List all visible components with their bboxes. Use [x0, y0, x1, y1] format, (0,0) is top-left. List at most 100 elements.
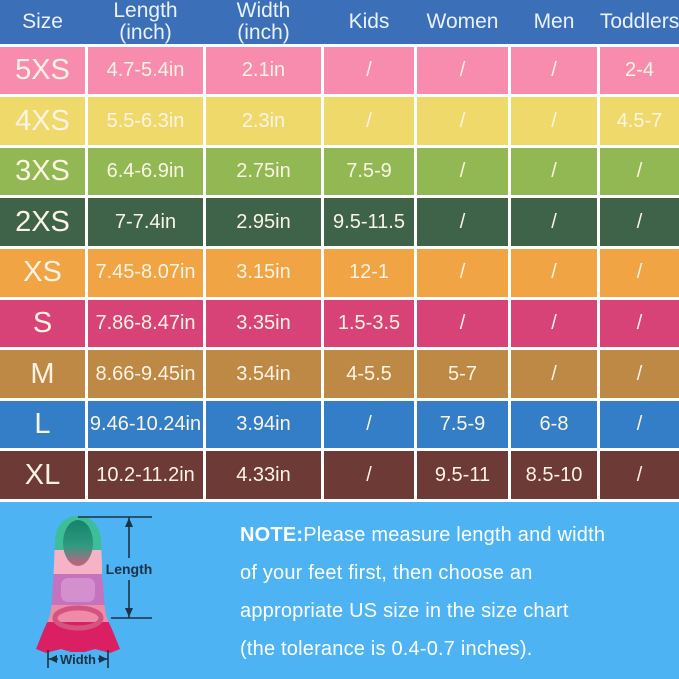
table-cell-men: /: [511, 299, 597, 348]
header-cell-men: Men: [511, 11, 597, 33]
table-cell-men: 8.5-10: [511, 451, 597, 499]
table-row: 5XS 4.7-5.4in 2.1in / / / 2-4: [0, 46, 679, 95]
header-cell-size: Size: [0, 11, 85, 33]
table-row: L 9.46-10.24in 3.94in / 7.5-9 6-8 /: [0, 400, 679, 449]
table-row: XL 10.2-11.2in 4.33in / 9.5-11 8.5-10 /: [0, 451, 679, 499]
table-cell-women: 7.5-9: [417, 400, 508, 449]
note-line: of your feet first, then choose an: [240, 562, 533, 584]
table-cell-women: /: [417, 147, 508, 196]
table-cell-length: 7.86-8.47in: [88, 299, 203, 348]
table-cell-women: 5-7: [417, 350, 508, 398]
table-cell-size: L: [0, 400, 85, 449]
table-cell-men: /: [511, 249, 597, 297]
table-row: 3XS 6.4-6.9in 2.75in 7.5-9 / / /: [0, 147, 679, 196]
size-table-body: 5XS 4.7-5.4in 2.1in / / / 2-4 4XS 5.5-6.…: [0, 43, 679, 502]
table-cell-length: 7-7.4in: [88, 198, 203, 247]
table-cell-men: 6-8: [511, 400, 597, 449]
table-cell-kids: /: [324, 400, 414, 449]
header-label: Men: [533, 9, 575, 33]
table-cell-size: M: [0, 350, 85, 398]
table-cell-toddlers: /: [600, 249, 679, 297]
table-cell-width: 2.75in: [206, 147, 321, 196]
header-cell-toddlers: Toddlers: [600, 11, 679, 33]
table-cell-toddlers: 2-4: [600, 46, 679, 95]
table-cell-size: S: [0, 299, 85, 348]
header-cell-width: Width (inch): [206, 0, 321, 44]
table-cell-women: /: [417, 46, 508, 95]
table-cell-toddlers: 4.5-7: [600, 97, 679, 145]
table-row: 2XS 7-7.4in 2.95in 9.5-11.5 / / /: [0, 198, 679, 247]
table-cell-width: 2.3in: [206, 97, 321, 145]
note-text: NOTE:Please measure length and width of …: [240, 516, 605, 668]
table-cell-women: /: [417, 249, 508, 297]
table-cell-men: /: [511, 46, 597, 95]
table-cell-size: 3XS: [0, 147, 85, 196]
table-cell-width: 3.94in: [206, 400, 321, 449]
table-cell-women: /: [417, 299, 508, 348]
footer: Length Width NOTE:Please measure length …: [0, 502, 679, 679]
table-cell-width: 2.1in: [206, 46, 321, 95]
header-label: Size: [22, 9, 63, 33]
table-cell-men: /: [511, 147, 597, 196]
table-cell-length: 7.45-8.07in: [88, 249, 203, 297]
swim-fin-illustration: Length Width: [16, 506, 206, 679]
swim-fin-icon: Length Width: [36, 516, 156, 668]
header-sublabel: (inch): [119, 20, 172, 44]
table-cell-length: 9.46-10.24in: [88, 400, 203, 449]
table-cell-women: /: [417, 97, 508, 145]
header-sublabel: (inch): [237, 20, 290, 44]
table-header: Size Length (inch) Width (inch) Kids Wom…: [0, 0, 679, 44]
table-cell-kids: /: [324, 451, 414, 499]
header-cell-women: Women: [417, 11, 508, 33]
table-cell-size: 2XS: [0, 198, 85, 247]
table-cell-kids: 12-1: [324, 249, 414, 297]
header-cell-kids: Kids: [324, 11, 414, 33]
header-cell-length: Length (inch): [88, 0, 203, 44]
header-label: Women: [426, 9, 499, 33]
table-cell-size: 4XS: [0, 97, 85, 145]
table-cell-width: 3.15in: [206, 249, 321, 297]
table-cell-kids: 7.5-9: [324, 147, 414, 196]
table-cell-length: 5.5-6.3in: [88, 97, 203, 145]
table-cell-men: /: [511, 97, 597, 145]
note-line: (the tolerance is 0.4-0.7 inches).: [240, 638, 533, 660]
table-cell-length: 10.2-11.2in: [88, 451, 203, 499]
table-cell-width: 3.54in: [206, 350, 321, 398]
table-cell-kids: 4-5.5: [324, 350, 414, 398]
table-cell-width: 3.35in: [206, 299, 321, 348]
table-cell-width: 2.95in: [206, 198, 321, 247]
table-cell-length: 4.7-5.4in: [88, 46, 203, 95]
table-cell-toddlers: /: [600, 198, 679, 247]
note-line: NOTE:Please measure length and width: [240, 524, 606, 546]
table-cell-toddlers: /: [600, 350, 679, 398]
width-dimension-label: Width: [60, 652, 96, 667]
table-cell-toddlers: /: [600, 147, 679, 196]
table-cell-size: XL: [0, 451, 85, 499]
table-row: M 8.66-9.45in 3.54in 4-5.5 5-7 / /: [0, 350, 679, 398]
table-cell-size: XS: [0, 249, 85, 297]
note-line: appropriate US size in the size chart: [240, 600, 569, 622]
table-row: XS 7.45-8.07in 3.15in 12-1 / / /: [0, 249, 679, 297]
table-row: 4XS 5.5-6.3in 2.3in / / / 4.5-7: [0, 97, 679, 145]
table-cell-toddlers: /: [600, 400, 679, 449]
note-label: NOTE:: [240, 524, 304, 546]
table-cell-length: 6.4-6.9in: [88, 147, 203, 196]
table-cell-kids: 1.5-3.5: [324, 299, 414, 348]
table-cell-women: 9.5-11: [417, 451, 508, 499]
table-cell-women: /: [417, 198, 508, 247]
table-cell-men: /: [511, 350, 597, 398]
table-cell-toddlers: /: [600, 451, 679, 499]
table-cell-size: 5XS: [0, 46, 85, 95]
table-cell-men: /: [511, 198, 597, 247]
table-row: S 7.86-8.47in 3.35in 1.5-3.5 / / /: [0, 299, 679, 348]
table-cell-toddlers: /: [600, 299, 679, 348]
table-cell-length: 8.66-9.45in: [88, 350, 203, 398]
table-cell-kids: /: [324, 97, 414, 145]
header-label: Toddlers: [599, 9, 679, 33]
table-cell-kids: /: [324, 46, 414, 95]
table-cell-kids: 9.5-11.5: [324, 198, 414, 247]
header-label: Length: [113, 0, 178, 22]
header-label: Kids: [348, 9, 390, 33]
length-dimension-label: Length: [106, 561, 153, 577]
header-label: Width: [236, 0, 291, 22]
